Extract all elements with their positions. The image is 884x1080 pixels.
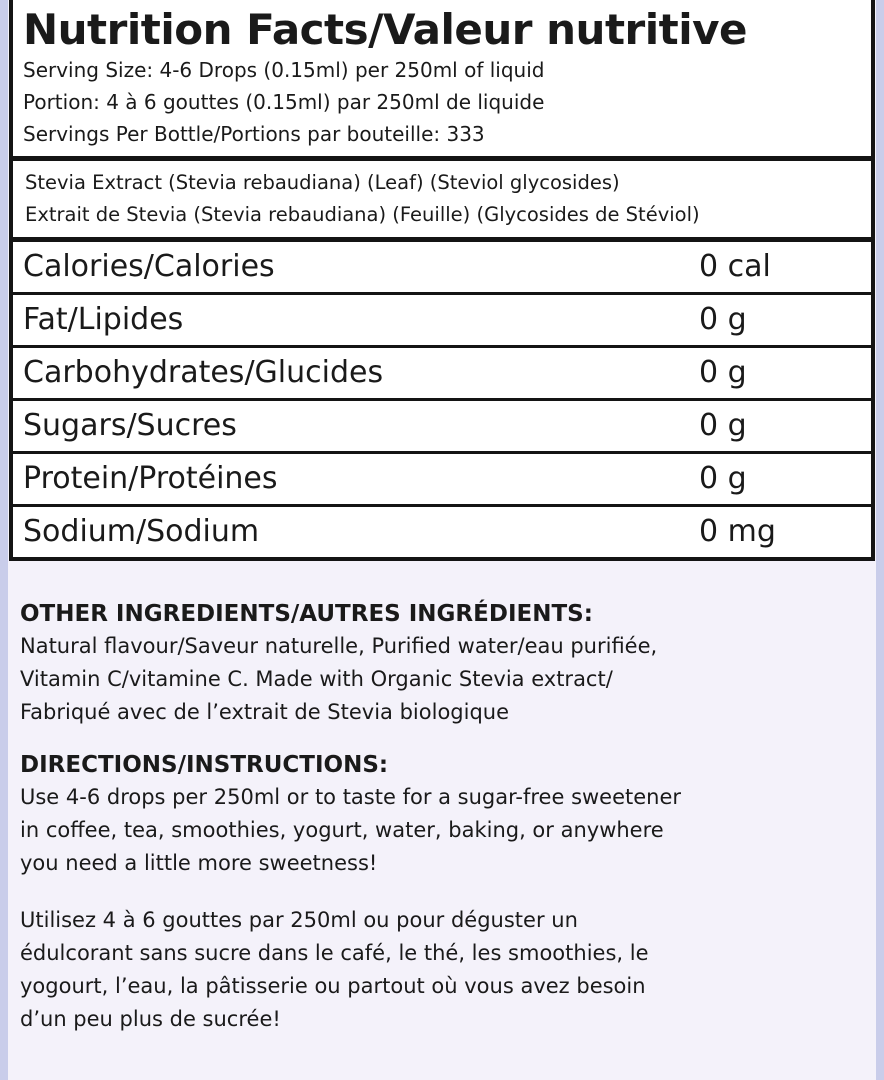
nutrition-title: Nutrition Facts/Valeur nutritive (23, 5, 747, 54)
right-edge (876, 0, 884, 1080)
nutrient-rows: Calories/Calories 0 cal Fat/Lipides 0 g Ca… (13, 242, 871, 557)
serving-section: Nutrition Facts/Valeur nutritive Serving… (13, 6, 871, 161)
nutrient-name: Protein/Protéines (23, 461, 278, 496)
servings-per-bottle: Servings Per Bottle/Portions par bouteil… (23, 122, 485, 146)
nutrient-row: Protein/Protéines 0 g (13, 454, 871, 507)
directions-french-line: yogourt, l’eau, la pâtisserie ou partout… (20, 974, 646, 998)
directions-french-line: d’un peu plus de sucrée! (20, 1007, 281, 1031)
portion: Portion: 4 à 6 gouttes (0.15ml) par 250m… (23, 90, 545, 114)
nutrient-name: Carbohydrates/Glucides (23, 355, 384, 390)
nutrient-row: Calories/Calories 0 cal (13, 242, 871, 295)
nutrient-value: 0 mg (699, 514, 776, 549)
directions-english-line: you need a little more sweetness! (20, 851, 378, 875)
directions-english-line: in coffee, tea, smoothies, yogurt, water… (20, 818, 664, 842)
other-ingredients-line: Natural flavour/Saveur naturelle, Purifi… (20, 634, 658, 658)
stevia-english: Stevia Extract (Stevia rebaudiana) (Leaf… (25, 171, 620, 194)
nutrient-value: 0 g (699, 302, 747, 337)
other-ingredients-heading: OTHER INGREDIENTS/AUTRES INGRÉDIENTS: (20, 601, 593, 627)
other-ingredients-line: Fabriqué avec de l’extrait de Stevia bio… (20, 700, 510, 724)
nutrient-name: Fat/Lipides (23, 302, 184, 337)
directions-heading: DIRECTIONS/INSTRUCTIONS: (20, 752, 389, 778)
nutrient-name: Sugars/Sucres (23, 408, 237, 443)
product-info: OTHER INGREDIENTS/AUTRES INGRÉDIENTS: Na… (20, 598, 870, 1036)
directions-french-line: Utilisez 4 à 6 gouttes par 250ml ou pour… (20, 908, 578, 932)
directions-english-line: Use 4-6 drops per 250ml or to taste for … (20, 785, 682, 809)
stevia-french: Extrait de Stevia (Stevia rebaudiana) (F… (25, 203, 700, 226)
directions-french-line: édulcorant sans sucre dans le café, le t… (20, 941, 649, 965)
nutrient-value: 0 g (699, 355, 747, 390)
nutrient-value: 0 g (699, 461, 747, 496)
nutrient-row: Fat/Lipides 0 g (13, 295, 871, 348)
nutrient-row: Carbohydrates/Glucides 0 g (13, 348, 871, 401)
serving-size: Serving Size: 4-6 Drops (0.15ml) per 250… (23, 58, 545, 82)
nutrient-value: 0 cal (699, 249, 771, 284)
nutrient-row: Sodium/Sodium 0 mg (13, 507, 871, 557)
nutrition-facts-table: Nutrition Facts/Valeur nutritive Serving… (9, 0, 875, 561)
other-ingredients-line: Vitamin C/vitamine C. Made with Organic … (20, 667, 613, 691)
nutrient-row: Sugars/Sucres 0 g (13, 401, 871, 454)
nutrient-value: 0 g (699, 408, 747, 443)
nutrient-name: Sodium/Sodium (23, 514, 260, 549)
stevia-section: Stevia Extract (Stevia rebaudiana) (Leaf… (13, 161, 871, 242)
nutrient-name: Calories/Calories (23, 249, 275, 284)
left-edge (0, 0, 8, 1080)
